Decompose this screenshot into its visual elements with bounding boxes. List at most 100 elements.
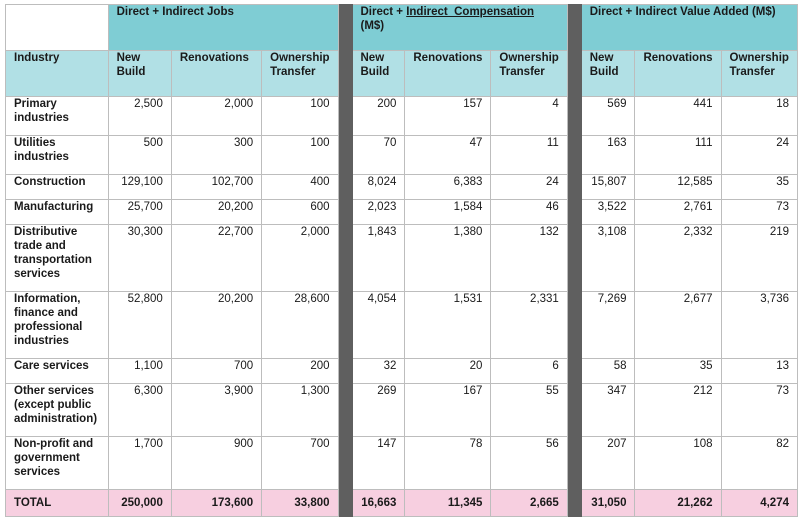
industry-cell: Manufacturing xyxy=(5,199,109,225)
value-cell: 167 xyxy=(404,383,492,437)
compensation-prefix: Direct + xyxy=(360,6,407,18)
value-cell: 47 xyxy=(404,135,492,175)
value-cell: 111 xyxy=(634,135,722,175)
industry-cell: Information, finance and professional in… xyxy=(5,291,109,359)
group-header-value-added: Direct + Indirect Value Added (M$) xyxy=(580,4,798,51)
value-cell: 250,000 xyxy=(107,489,172,517)
value-cell: 1,380 xyxy=(404,224,492,292)
col-header-renovations: Renovations xyxy=(634,50,722,97)
value-cell: 24 xyxy=(720,135,798,175)
value-cell: 200 xyxy=(261,358,339,384)
value-cell: 1,300 xyxy=(261,383,339,437)
col-header-ownership-transfer: Ownership Transfer xyxy=(261,50,339,97)
value-cell: 2,000 xyxy=(170,96,263,136)
value-cell: 2,500 xyxy=(107,96,172,136)
group-header-jobs: Direct + Indirect Jobs xyxy=(107,4,339,51)
industry-cell: Utilities industries xyxy=(5,135,109,175)
value-cell: 20,200 xyxy=(170,291,263,359)
value-cell: 28,600 xyxy=(261,291,339,359)
value-cell: 157 xyxy=(404,96,492,136)
value-cell: 6,383 xyxy=(404,174,492,200)
industry-cell: Other services (except public administra… xyxy=(5,383,109,437)
value-cell: 52,800 xyxy=(107,291,172,359)
value-cell: 2,332 xyxy=(634,224,722,292)
column-divider xyxy=(337,358,353,384)
table-row: Utilities industries 500 300 100 70 47 11 163 11… xyxy=(5,135,798,175)
column-divider xyxy=(566,174,582,200)
value-cell: 900 xyxy=(170,436,263,490)
value-cell: 3,736 xyxy=(720,291,798,359)
value-cell: 269 xyxy=(351,383,406,437)
value-cell: 4 xyxy=(490,96,568,136)
col-header-new-build: New Build xyxy=(580,50,636,97)
value-cell: 100 xyxy=(261,135,339,175)
col-header-ownership-transfer: Ownership Transfer xyxy=(490,50,568,97)
value-cell: 163 xyxy=(580,135,636,175)
value-cell: 73 xyxy=(720,199,798,225)
value-cell: 11,345 xyxy=(404,489,492,517)
value-cell: 600 xyxy=(261,199,339,225)
column-divider xyxy=(566,199,582,225)
value-cell: 6,300 xyxy=(107,383,172,437)
table-row: Primary industries 2,500 2,000 100 200 157 4 56… xyxy=(5,96,798,136)
column-divider xyxy=(337,96,353,136)
value-cell: 700 xyxy=(170,358,263,384)
column-divider xyxy=(337,199,353,225)
corner-cell xyxy=(5,4,109,51)
column-divider xyxy=(566,436,582,490)
value-cell: 12,585 xyxy=(634,174,722,200)
col-header-new-build: New Build xyxy=(351,50,406,97)
value-cell: 700 xyxy=(261,436,339,490)
column-divider xyxy=(566,96,582,136)
column-divider xyxy=(337,224,353,292)
value-cell: 30,300 xyxy=(107,224,172,292)
column-divider xyxy=(337,174,353,200)
value-cell: 15,807 xyxy=(580,174,636,200)
industry-cell: Distributive trade and transportation se… xyxy=(5,224,109,292)
value-cell: 1,843 xyxy=(351,224,406,292)
indirect-compensation-link[interactable]: Indirect Compensation xyxy=(406,6,534,18)
value-cell: 500 xyxy=(107,135,172,175)
value-cell: 1,700 xyxy=(107,436,172,490)
column-divider xyxy=(337,135,353,175)
column-divider xyxy=(566,358,582,384)
table-row: Manufacturing 25,700 20,200 600 2,023 1,584 46… xyxy=(5,199,798,225)
industry-cell: Construction xyxy=(5,174,109,200)
industry-cell: Primary industries xyxy=(5,96,109,136)
value-cell: 2,761 xyxy=(634,199,722,225)
column-divider xyxy=(566,4,582,51)
col-header-ownership-transfer: Ownership Transfer xyxy=(720,50,798,97)
value-cell: 21,262 xyxy=(634,489,722,517)
value-cell: 33,800 xyxy=(261,489,339,517)
table-row: Non-profit and government services 1,700 9… xyxy=(5,436,798,490)
table-row: Distributive trade and transportation se… xyxy=(5,224,798,292)
value-cell: 129,100 xyxy=(107,174,172,200)
value-cell: 569 xyxy=(580,96,636,136)
value-cell: 32 xyxy=(351,358,406,384)
value-cell: 102,700 xyxy=(170,174,263,200)
value-cell: 25,700 xyxy=(107,199,172,225)
value-cell: 58 xyxy=(580,358,636,384)
col-header-new-build: New Build xyxy=(107,50,172,97)
value-cell: 1,100 xyxy=(107,358,172,384)
value-cell: 3,900 xyxy=(170,383,263,437)
column-divider xyxy=(566,383,582,437)
column-divider xyxy=(337,383,353,437)
value-cell: 300 xyxy=(170,135,263,175)
col-header-renovations: Renovations xyxy=(404,50,492,97)
value-cell: 18 xyxy=(720,96,798,136)
economic-impact-table: Direct + Indirect Jobs Direct + Indirect… xyxy=(5,4,798,517)
industry-cell: Care services xyxy=(5,358,109,384)
total-row: TOTAL 250,000 173,600 33,800 16,663 11,345 2,6… xyxy=(5,489,798,517)
value-cell: 20 xyxy=(404,358,492,384)
value-cell: 2,023 xyxy=(351,199,406,225)
table-row: Information, finance and professional in… xyxy=(5,291,798,359)
column-header-row: Industry New Build Renovations Ownership… xyxy=(5,50,798,97)
value-cell: 2,331 xyxy=(490,291,568,359)
col-header-renovations: Renovations xyxy=(170,50,263,97)
group-header-compensation: Direct + Indirect Compensation (M$) xyxy=(351,4,568,51)
value-cell: 108 xyxy=(634,436,722,490)
value-cell: 132 xyxy=(490,224,568,292)
column-divider xyxy=(337,50,353,97)
value-cell: 4,054 xyxy=(351,291,406,359)
